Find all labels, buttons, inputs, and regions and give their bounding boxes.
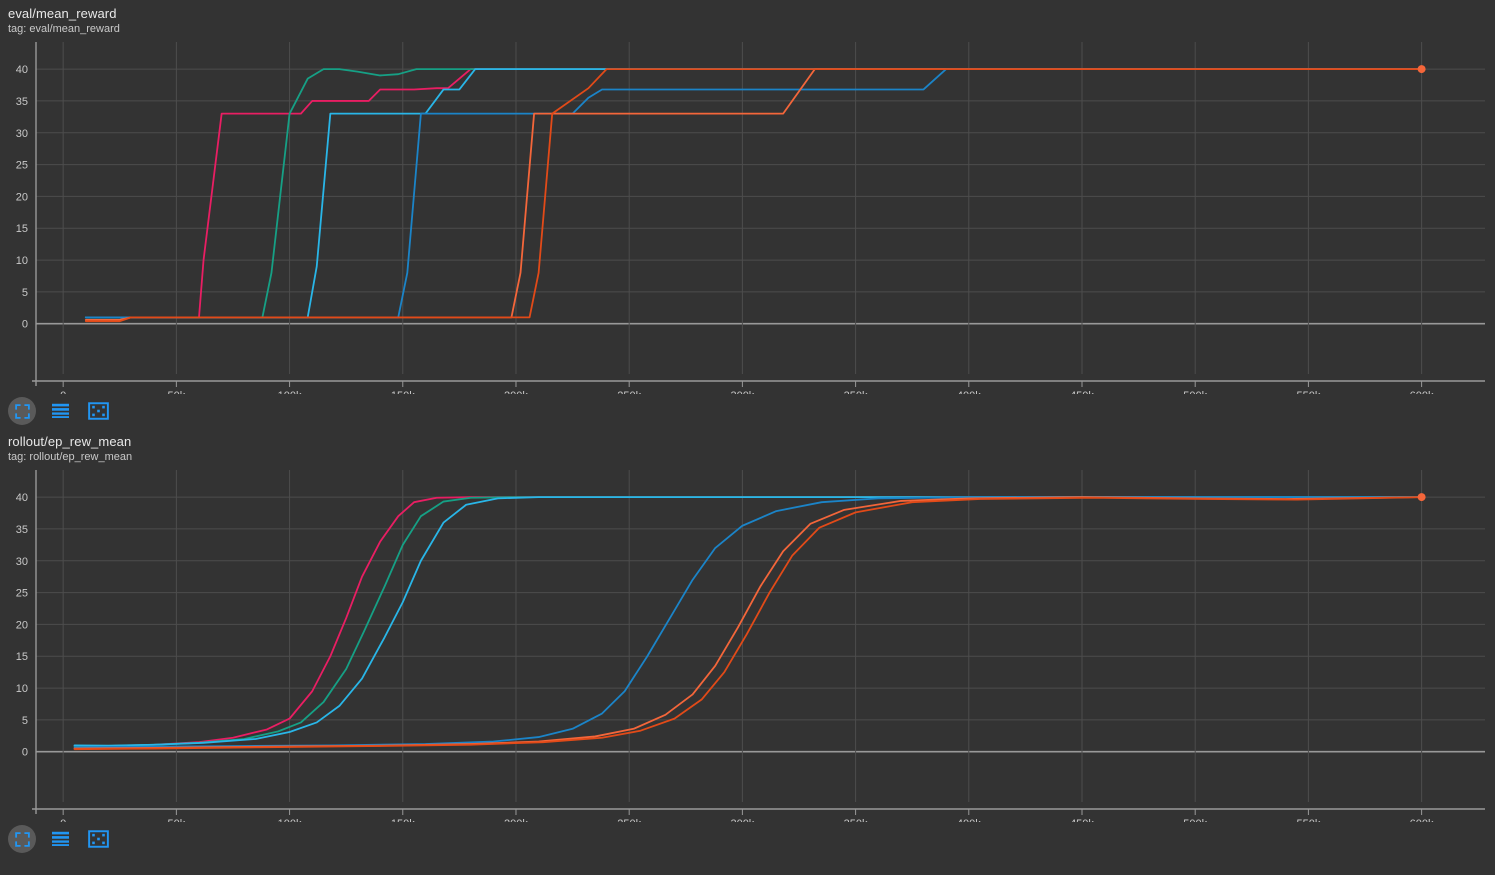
list-lines-icon — [51, 831, 69, 846]
chart-tag-label: tag: eval/mean_reward — [8, 23, 120, 35]
line-chart-rollout-ep-rew-mean[interactable]: 0 5 10 15 20 25 30 35 40 0 50k 100k 150k 200k 250k 300k… — [0, 464, 1495, 822]
x-axis-tick-label: 450k — [1070, 390, 1094, 394]
y-axis-tick-label: 35 — [16, 96, 28, 108]
list-lines-icon — [51, 403, 69, 418]
x-axis-tick-label: 50k — [167, 390, 185, 394]
x-axis-tick-label: 200k — [504, 390, 528, 394]
y-axis-tick-label: 25 — [16, 160, 28, 172]
plot-area-rollout-ep-rew-mean[interactable]: 0 5 10 15 20 25 30 35 40 0 50k 100k 150k 200k 250k 300k… — [0, 464, 1495, 822]
x-axis-tick-label: 0 — [60, 818, 66, 822]
endpoint-marker[interactable] — [1417, 65, 1426, 74]
line-chart-eval-mean-reward[interactable]: 0 5 10 15 20 25 30 35 40 0 50k 100k 150k 200k 250k 300k… — [0, 36, 1495, 394]
y-axis-tick-label: 15 — [16, 651, 28, 663]
x-axis-tick-label: 100k — [278, 818, 302, 822]
fit-to-domain-button[interactable] — [84, 825, 112, 853]
chart-header: eval/mean_reward tag: eval/mean_reward — [0, 0, 1495, 36]
x-axis-tick-label: 100k — [278, 390, 302, 394]
x-axis-tick-label: 250k — [617, 818, 641, 822]
data-series-list-button[interactable] — [46, 825, 74, 853]
fit-to-domain-button[interactable] — [84, 397, 112, 425]
y-axis-tick-label: 35 — [16, 524, 28, 536]
expand-icon — [14, 831, 30, 847]
x-axis-tick-label: 350k — [844, 390, 868, 394]
y-axis-tick-label: 20 — [16, 191, 28, 203]
fit-screen-icon — [87, 830, 109, 848]
y-axis-tick-label: 40 — [16, 492, 28, 504]
x-axis-tick-label: 400k — [957, 818, 981, 822]
y-axis-tick-label: 0 — [22, 747, 28, 759]
x-axis-tick-label: 400k — [957, 390, 981, 394]
x-axis-tick-label: 150k — [391, 390, 415, 394]
page-title: eval/mean_reward — [8, 6, 117, 21]
y-axis-tick-label: 25 — [16, 588, 28, 600]
expand-chart-button[interactable] — [8, 825, 36, 853]
data-series-line[interactable] — [73, 496, 1423, 751]
data-series-line[interactable] — [73, 496, 1423, 747]
chart-header: rollout/ep_rew_mean tag: rollout/ep_rew_… — [0, 428, 1495, 464]
x-axis-tick-label: 450k — [1070, 818, 1094, 822]
y-axis-tick-label: 40 — [16, 64, 28, 76]
x-axis-tick-label: 500k — [1183, 818, 1207, 822]
data-series-line[interactable] — [84, 68, 1423, 319]
chart-tag-label: tag: rollout/ep_rew_mean — [8, 451, 133, 463]
x-axis-tick-label: 300k — [730, 818, 754, 822]
y-axis-tick-label: 30 — [16, 128, 28, 140]
data-series-line[interactable] — [84, 68, 1423, 319]
fit-screen-icon — [87, 402, 109, 420]
chart-panel-rollout-ep-rew-mean: rollout/ep_rew_mean tag: rollout/ep_rew_… — [0, 428, 1495, 856]
chart-panel-eval-mean-reward: eval/mean_reward tag: eval/mean_reward 0… — [0, 0, 1495, 428]
data-series-list-button[interactable] — [46, 397, 74, 425]
y-axis-tick-label: 5 — [22, 287, 28, 299]
chart-toolbar-rollout — [0, 822, 1495, 856]
x-axis-tick-label: 250k — [617, 390, 641, 394]
x-axis-tick-label: 300k — [730, 390, 754, 394]
data-series-line[interactable] — [73, 496, 1423, 749]
x-axis-tick-label: 600k — [1410, 390, 1434, 394]
y-axis-tick-label: 30 — [16, 556, 28, 568]
x-axis-tick-label: 50k — [167, 818, 185, 822]
data-series-line[interactable] — [73, 496, 1423, 750]
x-axis-tick-label: 550k — [1296, 390, 1320, 394]
data-series-line[interactable] — [84, 68, 1423, 319]
y-axis-tick-label: 5 — [22, 715, 28, 727]
y-axis-tick-label: 15 — [16, 223, 28, 235]
data-series-line[interactable] — [73, 496, 1423, 747]
x-axis-tick-label: 350k — [844, 818, 868, 822]
data-series-line[interactable] — [73, 496, 1197, 747]
y-axis-tick-label: 20 — [16, 619, 28, 631]
y-axis-tick-label: 10 — [16, 683, 28, 695]
expand-icon — [14, 403, 30, 419]
x-axis-tick-label: 500k — [1183, 390, 1207, 394]
data-series-line[interactable] — [84, 68, 1423, 321]
plot-area-eval-mean-reward[interactable]: 0 5 10 15 20 25 30 35 40 0 50k 100k 150k 200k 250k 300k… — [0, 36, 1495, 394]
data-series-line[interactable] — [84, 68, 1423, 323]
endpoint-marker[interactable] — [1417, 493, 1426, 502]
x-axis-tick-label: 600k — [1410, 818, 1434, 822]
page-title: rollout/ep_rew_mean — [8, 434, 132, 449]
data-series-line[interactable] — [84, 68, 1423, 319]
y-axis-tick-label: 10 — [16, 255, 28, 267]
x-axis-tick-label: 150k — [391, 818, 415, 822]
x-axis-tick-label: 550k — [1296, 818, 1320, 822]
x-axis-tick-label: 0 — [60, 390, 66, 394]
x-axis-tick-label: 200k — [504, 818, 528, 822]
chart-toolbar-eval — [0, 394, 1495, 428]
y-axis-tick-label: 0 — [22, 319, 28, 331]
expand-chart-button[interactable] — [8, 397, 36, 425]
